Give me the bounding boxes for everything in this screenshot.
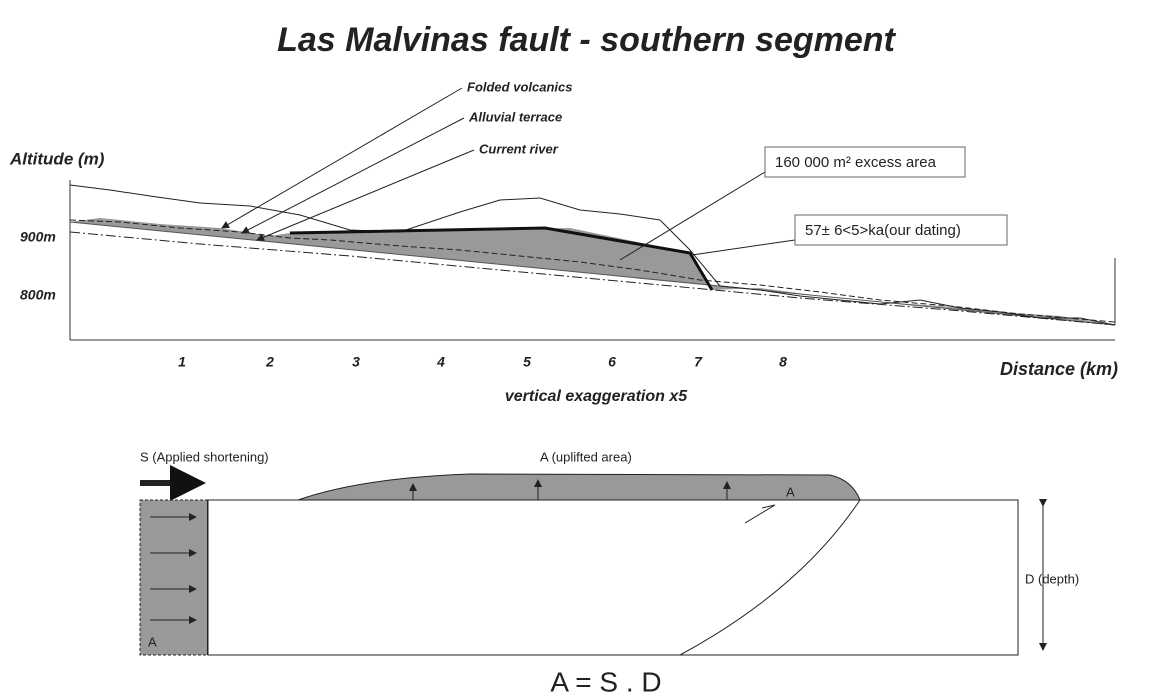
x-tick: 4 — [436, 354, 445, 370]
uplift-label: A (uplifted area) — [540, 449, 632, 464]
y-label: Altitude (m) — [9, 149, 105, 168]
y-tick: 900m — [20, 229, 56, 245]
x-tick: 7 — [694, 354, 703, 370]
annotation: Folded volcanics — [467, 79, 572, 94]
x-tick: 2 — [265, 354, 274, 370]
callout: 160 000 m² excess area — [775, 154, 937, 171]
x-label: Distance (km) — [1000, 359, 1118, 379]
note: vertical exaggeration x5 — [505, 388, 688, 405]
area-label: A — [148, 634, 157, 649]
x-tick: 5 — [523, 354, 531, 370]
x-ticks: 1 2 3 4 5 6 7 8 — [178, 354, 787, 370]
callout: 57± 6<5>ka(our dating) — [805, 222, 961, 239]
profile — [69, 87, 1116, 341]
shortening-label: S (Applied shortening) — [140, 449, 269, 464]
x-tick: 1 — [178, 354, 186, 370]
y-tick: 800m — [20, 287, 56, 303]
area-label: A — [786, 484, 795, 499]
x-tick: 3 — [352, 354, 360, 370]
title: Las Malvinas fault - southern segment — [277, 21, 896, 59]
depth-label: D (depth) — [1025, 571, 1079, 586]
x-tick: 8 — [779, 354, 787, 370]
equation: A = S . D — [550, 666, 661, 697]
x-tick: 6 — [608, 354, 616, 370]
annotation: Alluvial terrace — [468, 109, 562, 124]
annotation: Current river — [479, 141, 559, 156]
model — [139, 465, 1047, 656]
